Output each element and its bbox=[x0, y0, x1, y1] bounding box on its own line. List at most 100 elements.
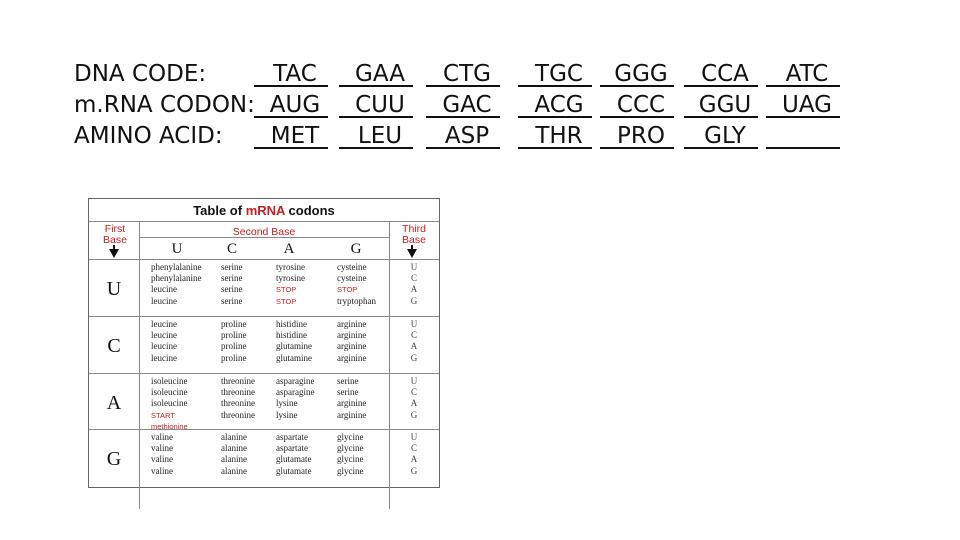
amino-acid-cell: valine bbox=[151, 432, 173, 442]
dna-code-label: DNA CODE: bbox=[74, 61, 207, 87]
answer-underline bbox=[518, 116, 592, 118]
amino-acid-cell: glutamine bbox=[276, 352, 312, 363]
mrna-answer-4: ACG bbox=[534, 92, 584, 118]
answer-underline bbox=[518, 147, 592, 149]
amino-acid-cell: threonine bbox=[221, 409, 255, 420]
third-base-header: Third Base bbox=[402, 223, 426, 246]
amino-acid-label: AMINO ACID: bbox=[74, 123, 223, 149]
amino-acid-cell: STOP bbox=[276, 285, 297, 295]
amino-acid-cell: arginine bbox=[337, 341, 367, 352]
dna-answer-1: TAC bbox=[273, 61, 317, 87]
amino-acid-cell: leucine bbox=[151, 295, 177, 306]
amino-acid-cell: leucine bbox=[151, 319, 177, 329]
mrna-answer-5: CCC bbox=[616, 92, 666, 118]
answer-underline bbox=[600, 147, 674, 149]
answer-underline bbox=[254, 147, 328, 149]
dna-answer-4: TGC bbox=[535, 61, 583, 87]
third-base-letter: A bbox=[410, 454, 418, 465]
amino-answer-1: MET bbox=[270, 123, 320, 149]
amino-acid-cell: tryptophan bbox=[337, 295, 376, 306]
answer-underline bbox=[600, 116, 674, 118]
amino-acid-cell: arginine bbox=[337, 319, 367, 329]
answer-underline bbox=[426, 147, 500, 149]
amino-acid-cell: tyrosine bbox=[276, 262, 305, 272]
mrna-codon-label: m.RNA CODON: bbox=[74, 92, 255, 118]
dna-answer-7: ATC bbox=[785, 61, 829, 87]
answer-underline bbox=[426, 85, 500, 87]
amino-acid-cell: glycine bbox=[337, 443, 364, 454]
amino-acid-cell: isoleucine bbox=[151, 387, 188, 398]
dna-answer-3: CTG bbox=[443, 61, 491, 87]
answer-underline bbox=[766, 85, 840, 87]
first-base-g: G bbox=[106, 448, 122, 470]
amino-answer-6: GLY bbox=[704, 123, 746, 149]
amino-acid-cell: histidine bbox=[276, 319, 307, 329]
answer-underline bbox=[254, 116, 328, 118]
amino-acid-cell: proline bbox=[221, 330, 247, 341]
codon-table-title: Table of mRNA codons bbox=[193, 203, 335, 218]
amino-acid-cell: threonine bbox=[221, 398, 255, 409]
answer-underline bbox=[684, 147, 758, 149]
amino-acid-cell: valine bbox=[151, 465, 173, 476]
third-base-letter: C bbox=[410, 273, 417, 284]
second-base-c: C bbox=[226, 241, 237, 257]
amino-answer-7 bbox=[768, 122, 846, 150]
third-base-letter: U bbox=[410, 376, 418, 386]
third-base-letter: U bbox=[410, 262, 418, 272]
third-base-letter: A bbox=[410, 284, 418, 295]
mrna-answer-6: GGU bbox=[698, 92, 752, 118]
second-base-g: G bbox=[350, 241, 362, 257]
third-base-letter: U bbox=[410, 432, 418, 442]
first-base-arrow-icon bbox=[109, 249, 119, 258]
amino-acid-cell: serine bbox=[337, 376, 359, 386]
first-base-c: C bbox=[107, 335, 121, 357]
amino-acid-cell: lysine bbox=[276, 398, 298, 409]
amino-acid-cell: leucine bbox=[151, 352, 177, 363]
third-base-arrow-icon bbox=[407, 249, 417, 258]
amino-acid-cell: asparagine bbox=[276, 387, 315, 398]
amino-acid-cell: serine bbox=[221, 284, 243, 295]
mrna-answer-2: CUU bbox=[355, 92, 405, 118]
amino-acid-cell: methionine bbox=[151, 421, 188, 431]
amino-acid-cell: glycine bbox=[337, 454, 364, 465]
third-base-letter: C bbox=[410, 387, 417, 398]
amino-acid-cell: alanine bbox=[221, 465, 247, 476]
amino-acid-cell: leucine bbox=[151, 330, 177, 341]
amino-acid-cell: leucine bbox=[151, 284, 177, 295]
amino-acid-cell: arginine bbox=[337, 409, 367, 420]
amino-answer-3: ASP bbox=[444, 123, 490, 149]
answer-underline bbox=[339, 85, 413, 87]
amino-acid-cell: threonine bbox=[221, 376, 255, 386]
amino-acid-cell: STOP bbox=[337, 285, 358, 295]
third-base-letter: A bbox=[410, 341, 418, 352]
amino-acid-cell: isoleucine bbox=[151, 376, 188, 386]
first-base-a: A bbox=[106, 392, 122, 414]
amino-acid-cell: tyrosine bbox=[276, 273, 305, 284]
amino-acid-cell: proline bbox=[221, 319, 247, 329]
amino-acid-cell: alanine bbox=[221, 454, 247, 465]
amino-acid-cell: valine bbox=[151, 443, 173, 454]
amino-acid-cell: glutamate bbox=[276, 465, 312, 476]
third-base-letter: G bbox=[410, 465, 418, 476]
amino-acid-cell: arginine bbox=[337, 330, 367, 341]
amino-acid-cell: glutamate bbox=[276, 454, 312, 465]
amino-acid-cell: cysteine bbox=[337, 273, 367, 284]
amino-acid-cell: glycine bbox=[337, 465, 364, 476]
amino-acid-cell: asparagine bbox=[276, 376, 315, 386]
dna-answer-2: GAA bbox=[355, 61, 405, 87]
second-base-a: A bbox=[283, 241, 295, 257]
second-base-u: U bbox=[171, 241, 183, 257]
amino-answer-2: LEU bbox=[357, 123, 403, 149]
amino-acid-cell: alanine bbox=[221, 443, 247, 454]
third-base-letter: G bbox=[410, 352, 418, 363]
answer-underline bbox=[426, 116, 500, 118]
answer-underline bbox=[684, 116, 758, 118]
amino-acid-cell: phenylalanine bbox=[151, 273, 202, 284]
mrna-answer-1: AUG bbox=[269, 92, 321, 118]
amino-acid-cell: lysine bbox=[276, 409, 298, 420]
amino-acid-cell: phenylalanine bbox=[151, 262, 202, 272]
amino-acid-cell: proline bbox=[221, 341, 247, 352]
first-base-header: First Base bbox=[103, 223, 127, 246]
amino-acid-cell: isoleucine bbox=[151, 398, 188, 409]
first-base-u: U bbox=[106, 278, 122, 300]
